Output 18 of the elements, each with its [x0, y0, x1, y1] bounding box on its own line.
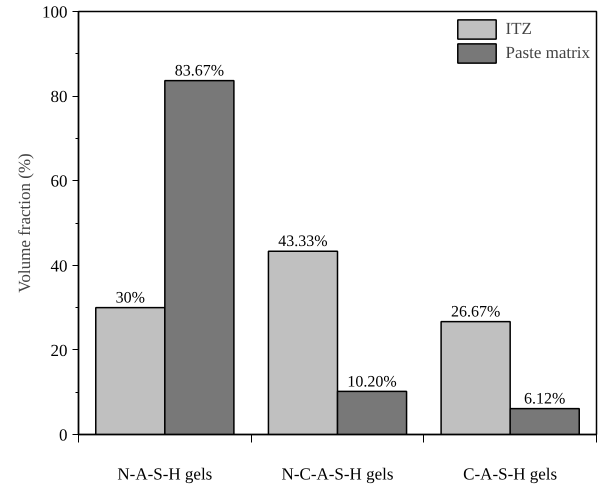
data-label: 10.20%: [347, 373, 397, 390]
data-label: 30%: [116, 290, 145, 307]
y-tick-label: 40: [50, 256, 68, 276]
legend-label: Paste matrix: [505, 43, 590, 63]
x-tick-label: N-A-S-H gels: [117, 464, 212, 484]
y-tick-label: 0: [59, 426, 68, 444]
legend-label: ITZ: [505, 19, 532, 39]
x-tick-label: C-A-S-H gels: [463, 464, 558, 484]
y-tick-label: 100: [42, 2, 68, 22]
data-label: 6.12%: [524, 390, 566, 408]
y-tick-label: 60: [50, 172, 68, 191]
x-tick-label: N-C-A-S-H gels: [282, 464, 394, 484]
data-label: 83.67%: [174, 62, 224, 80]
y-tick-label: 80: [50, 87, 68, 106]
y-axis-title: Volume fraction (%): [15, 153, 34, 293]
data-label: 43.33%: [278, 233, 328, 250]
y-tick-label: 20: [50, 340, 68, 360]
data-label: 26.67%: [450, 304, 500, 321]
